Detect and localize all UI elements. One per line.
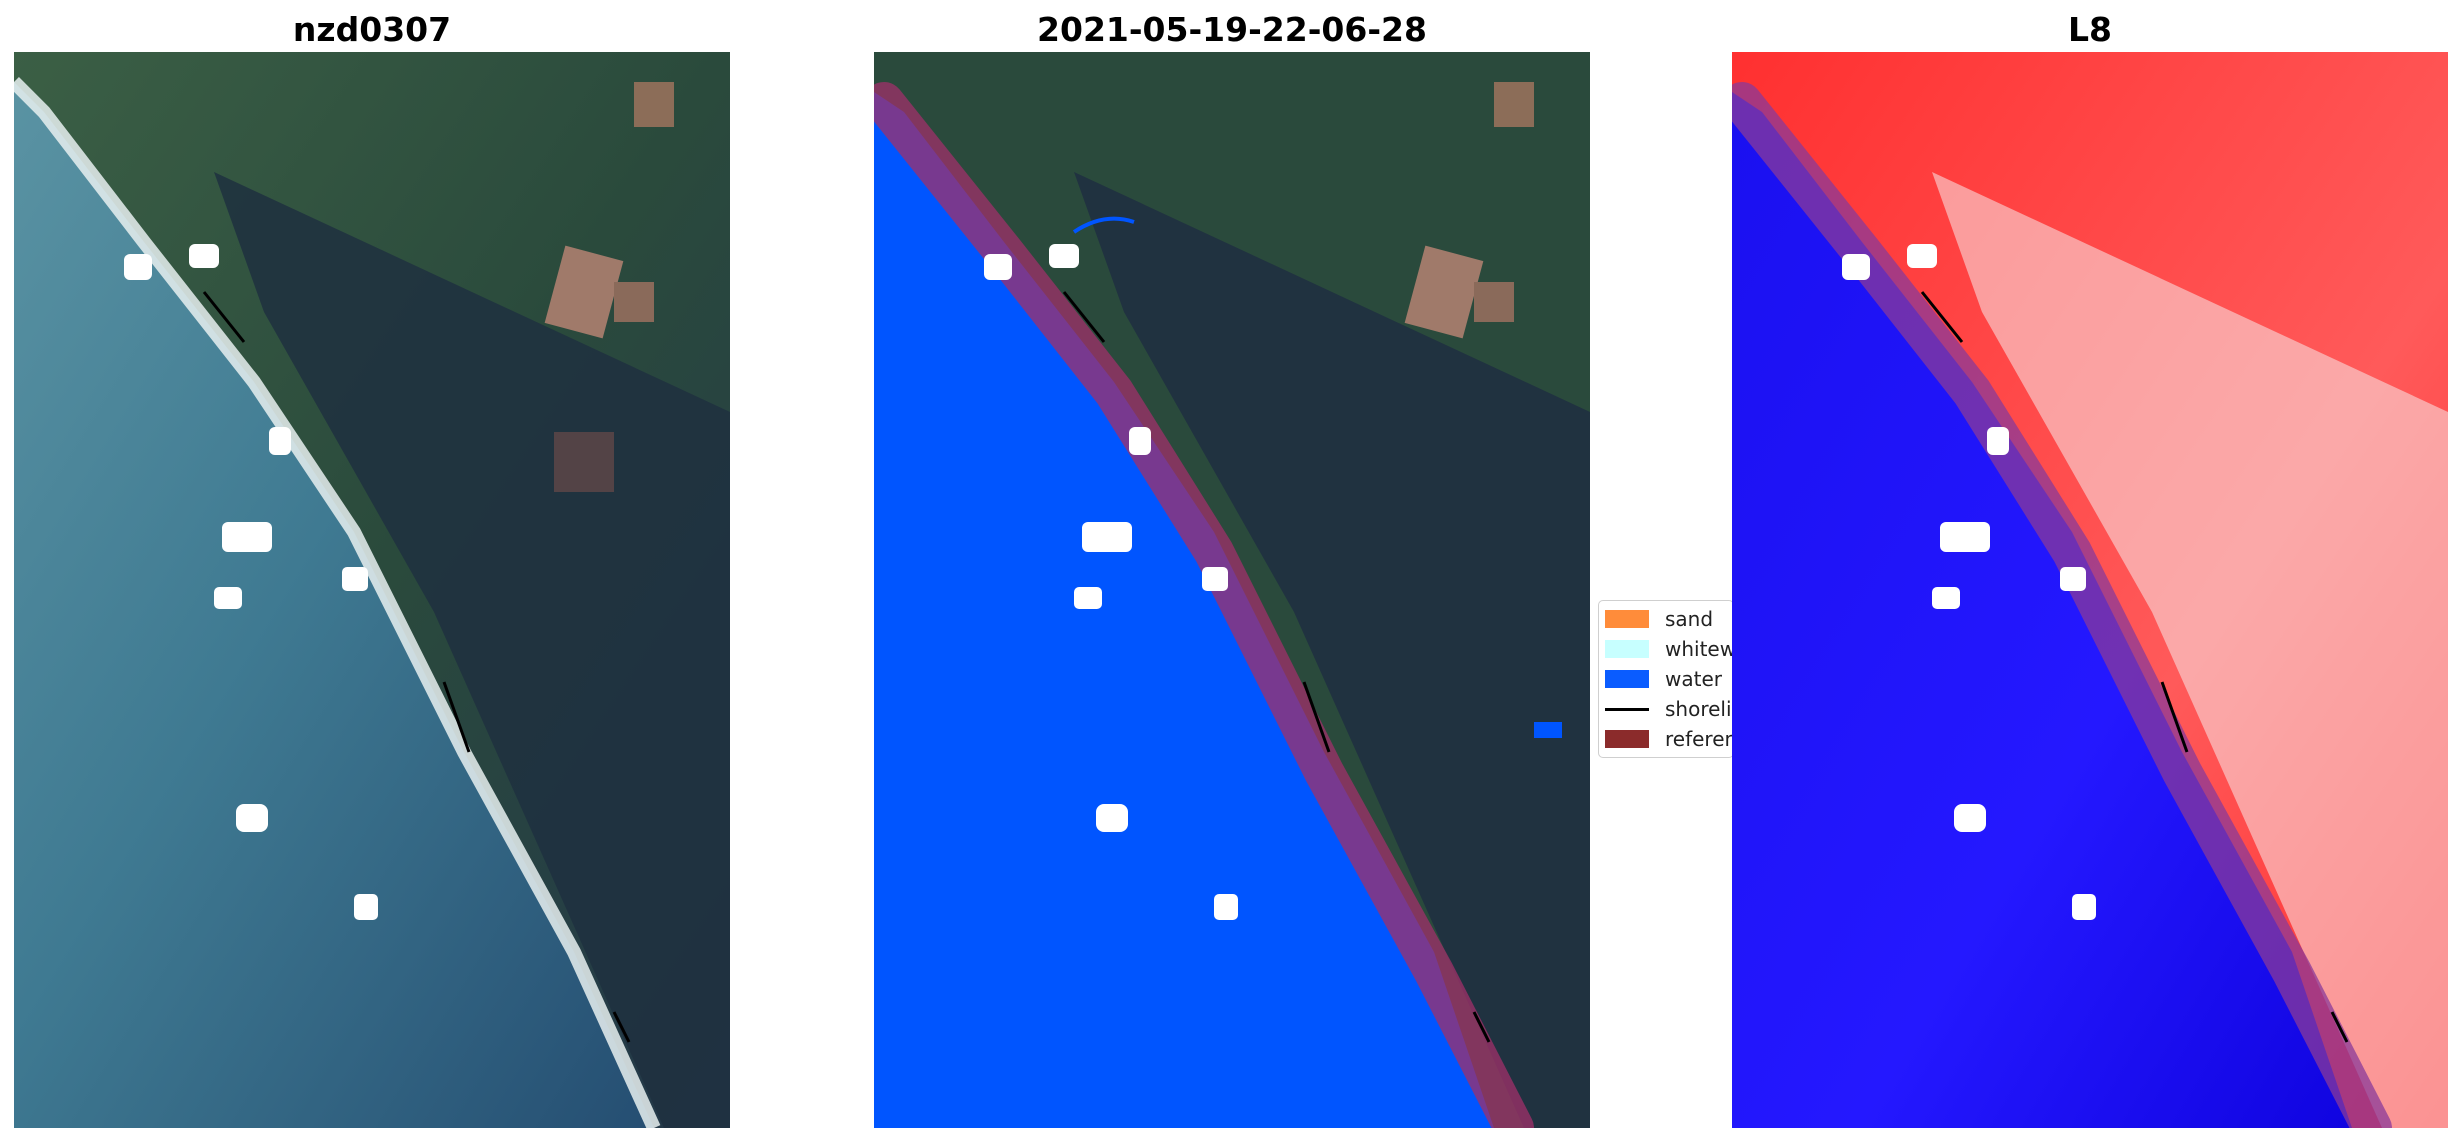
legend-label: shoreline <box>1665 697 1733 721</box>
reference-swatch <box>1605 730 1649 748</box>
sand-swatch <box>1605 610 1649 628</box>
legend-label: water <box>1665 667 1722 691</box>
rgb-satellite-image <box>14 52 730 1128</box>
panel-title-classification: 2021-05-19-22-06-28 <box>1037 10 1427 49</box>
legend-item-sand: sand <box>1599 604 1733 634</box>
legend-item-shoreline: shoreline <box>1599 694 1733 724</box>
index-panel <box>1732 52 2448 1128</box>
index-image <box>1732 52 2448 1128</box>
legend-item-water: water <box>1599 664 1733 694</box>
rgb-image-panel <box>14 52 730 1128</box>
panel-title-rgb: nzd0307 <box>292 10 452 49</box>
classification-image <box>874 52 1590 1128</box>
legend-label: sand <box>1665 607 1714 631</box>
legend-item-reference: reference <box>1599 724 1733 754</box>
whitewater-swatch <box>1605 640 1649 658</box>
panel-title-index: L8 <box>2068 10 2112 49</box>
shoreline-line <box>1605 707 1649 711</box>
water-swatch <box>1605 670 1649 688</box>
classification-panel <box>874 52 1590 1128</box>
legend-label: reference <box>1665 727 1733 751</box>
